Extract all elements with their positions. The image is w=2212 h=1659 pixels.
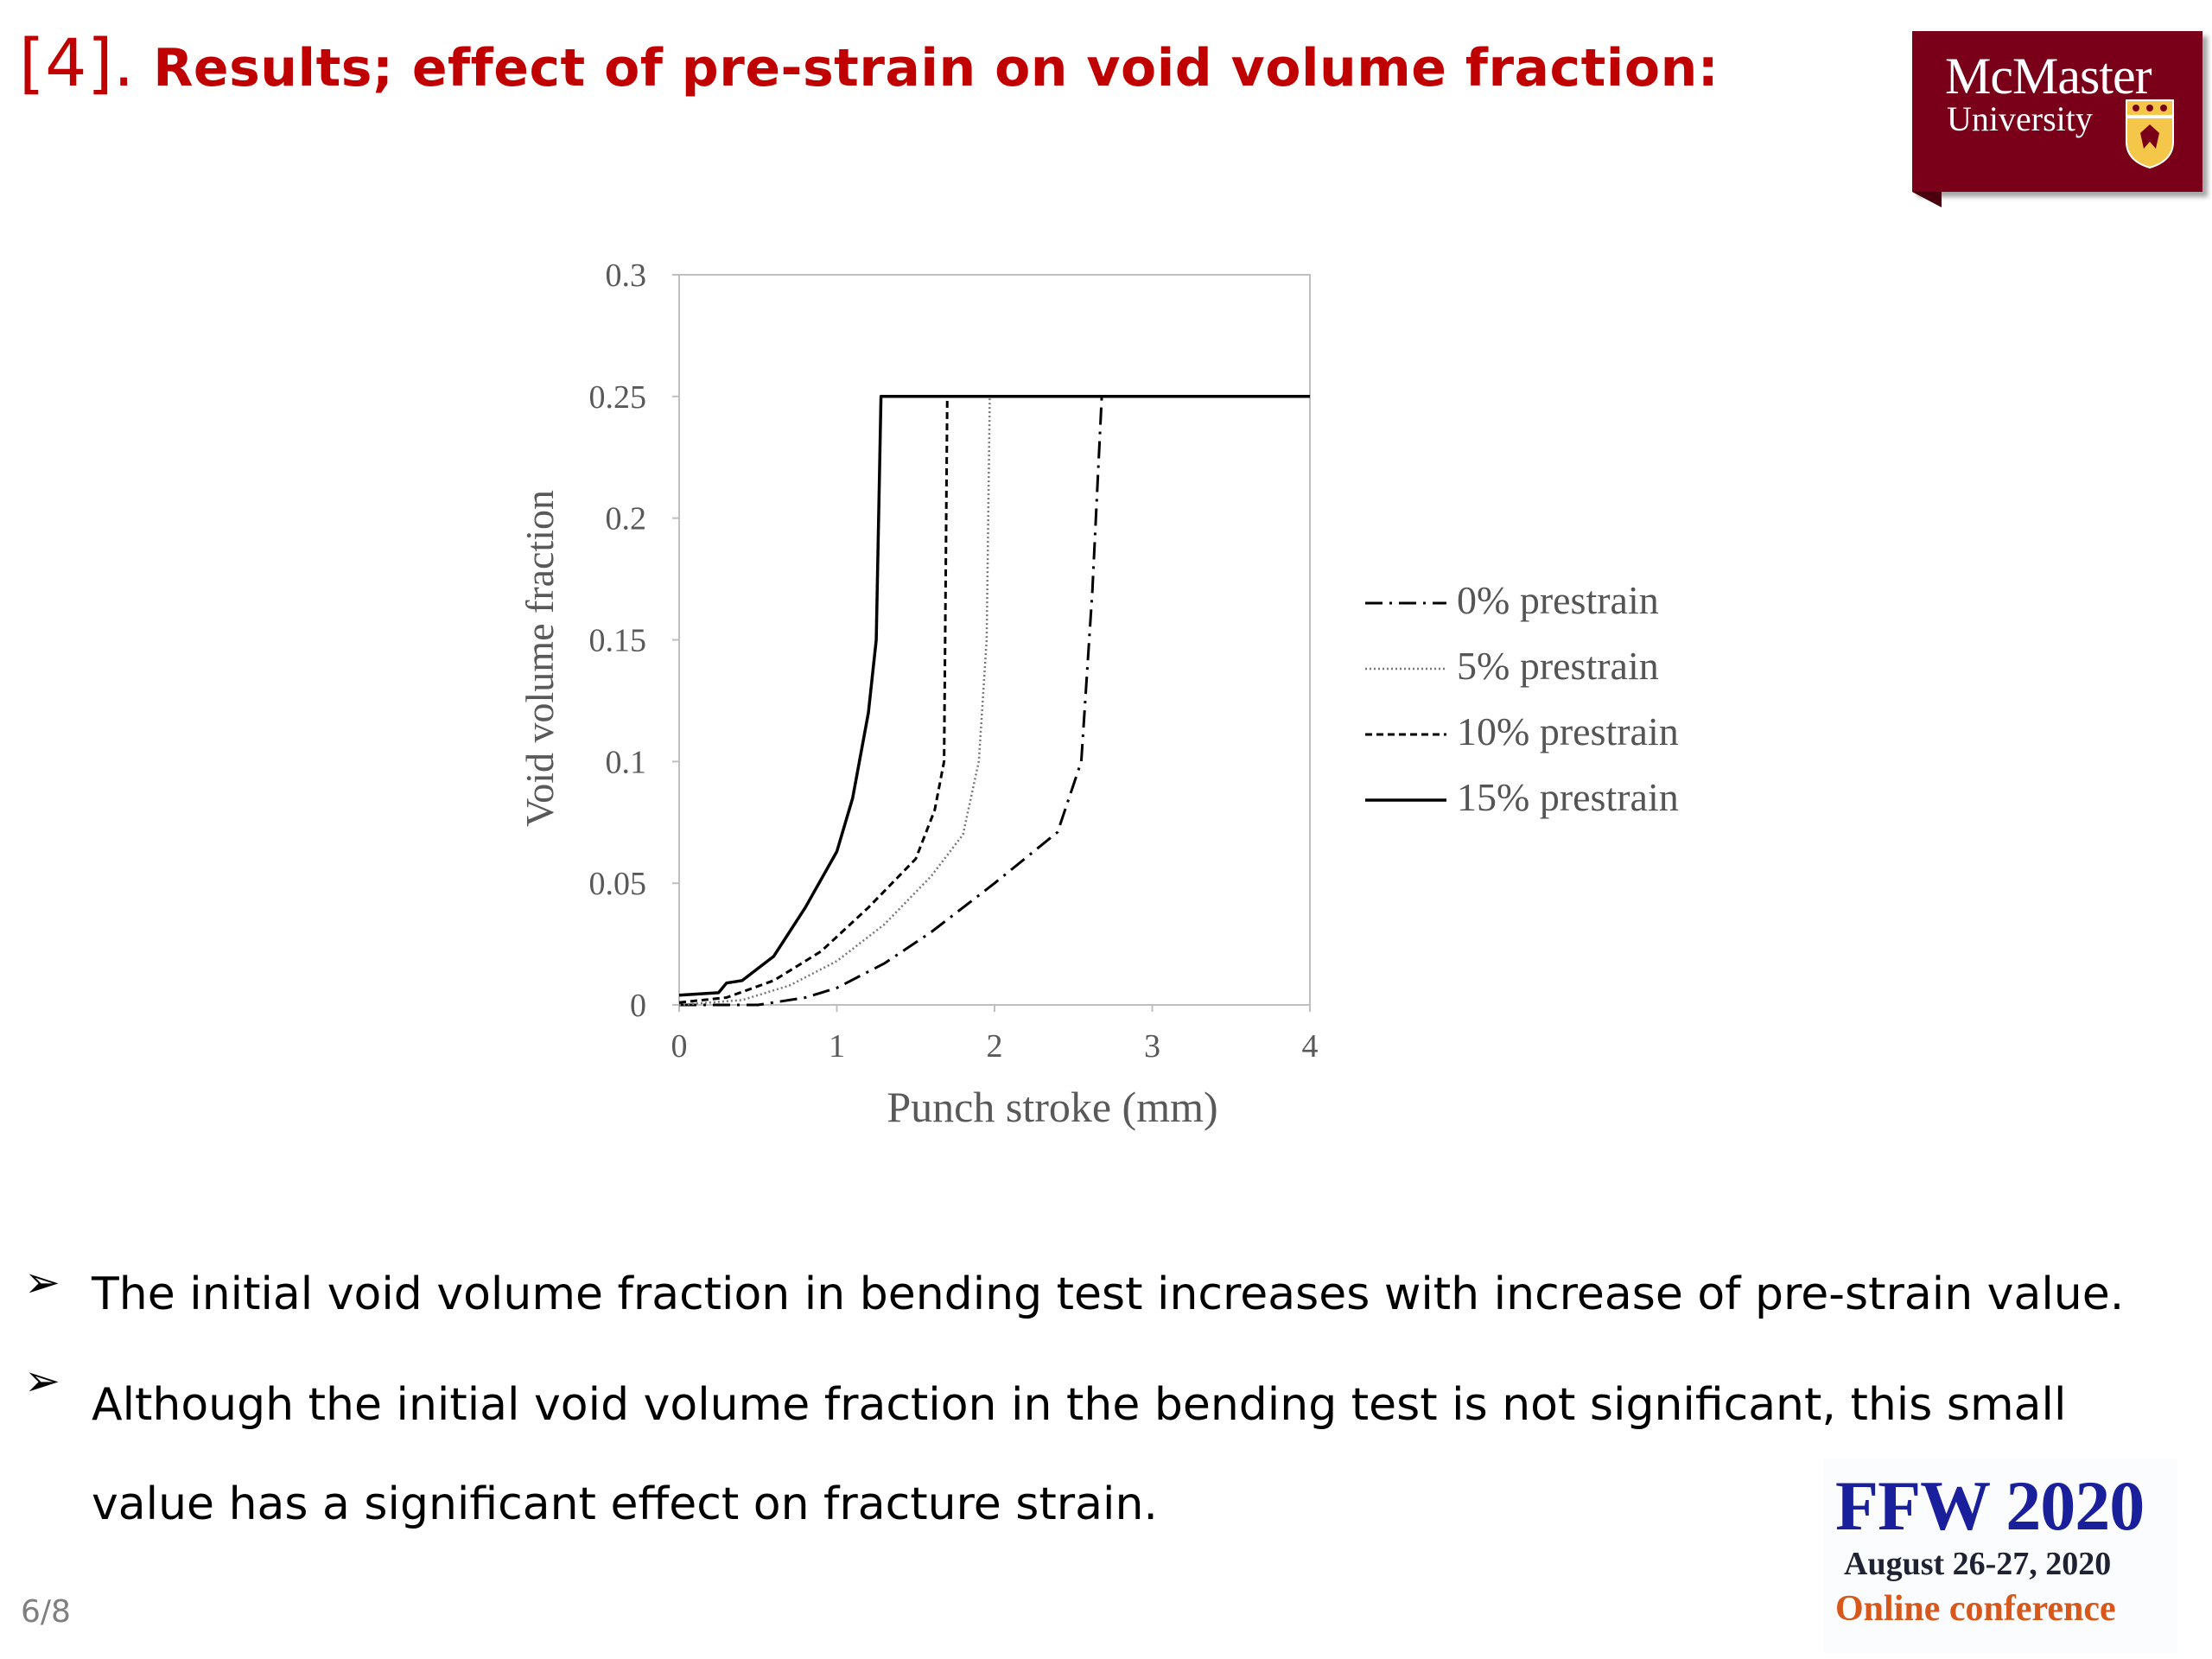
y-tick-label: 0.15 bbox=[589, 623, 647, 659]
bullet-text: Although the initial void volume fractio… bbox=[92, 1379, 2067, 1530]
logo-line1: McMaster bbox=[1945, 48, 2152, 105]
y-tick-label: 0.05 bbox=[589, 866, 647, 902]
mcmaster-logo: McMaster University bbox=[1912, 31, 2202, 207]
crest-icon bbox=[2126, 99, 2174, 169]
bullet-text: The initial void volume fraction in bend… bbox=[92, 1268, 2125, 1320]
logo-line2: University bbox=[1947, 99, 2093, 138]
bullet-item: ➢ Although the initial void volume fract… bbox=[24, 1356, 2183, 1554]
slide-title-text: Results; effect of pre-strain on void vo… bbox=[134, 38, 1719, 99]
bullet-item: ➢ The initial void volume fraction in be… bbox=[24, 1257, 2183, 1332]
x-tick-label: 1 bbox=[829, 1028, 845, 1065]
series-line-5-prestrain bbox=[678, 395, 1310, 1007]
bullet-arrow-icon: ➢ bbox=[24, 1257, 60, 1307]
legend-swatch-dashed-icon bbox=[1365, 733, 1446, 736]
plot-frame bbox=[678, 274, 1311, 1006]
y-axis-label: Void volume fraction bbox=[518, 490, 562, 827]
y-tick-label: 0.1 bbox=[606, 744, 647, 780]
legend-swatch-dotted-icon bbox=[1365, 667, 1446, 671]
series-line-15-prestrain bbox=[678, 395, 1310, 997]
legend-label: 10% prestrain bbox=[1457, 709, 1679, 753]
page-number: 6/8 bbox=[21, 1594, 71, 1630]
slide-title: [4]. Results; effect of pre-strain on vo… bbox=[19, 24, 1719, 101]
y-tick-label: 0.2 bbox=[606, 501, 647, 537]
x-tick-label: 3 bbox=[1144, 1028, 1160, 1065]
bullet-arrow-icon: ➢ bbox=[24, 1356, 60, 1406]
x-tick-label: 2 bbox=[987, 1028, 1003, 1065]
x-tick-label: 0 bbox=[671, 1028, 688, 1065]
legend-label: 0% prestrain bbox=[1457, 578, 1659, 622]
series-line-10-prestrain bbox=[678, 395, 1310, 1004]
slide-title-number: [4]. bbox=[19, 24, 135, 101]
legend-label: 15% prestrain bbox=[1457, 775, 1679, 819]
legend-label: 5% prestrain bbox=[1457, 644, 1659, 688]
x-axis-label: Punch stroke (mm) bbox=[887, 1083, 1217, 1131]
conference-badge: FFW 2020 August 26-27, 2020 Online confe… bbox=[1823, 1459, 2177, 1653]
legend-swatch-dashdot-icon bbox=[1365, 601, 1446, 605]
conference-name: FFW 2020 bbox=[1835, 1466, 2145, 1545]
y-tick-label: 0.25 bbox=[589, 379, 647, 416]
y-tick-label: 0.3 bbox=[606, 257, 647, 294]
bullet-list: ➢ The initial void volume fraction in be… bbox=[24, 1257, 2183, 1554]
series-line-0-prestrain bbox=[679, 395, 1310, 1007]
x-tick-label: 4 bbox=[1302, 1028, 1319, 1065]
logo-ribbon-fold bbox=[1912, 192, 1942, 207]
y-tick-label: 0 bbox=[630, 988, 646, 1024]
conference-dates: August 26-27, 2020 bbox=[1844, 1546, 2112, 1582]
legend-swatch-solid-icon bbox=[1365, 798, 1446, 802]
conference-format: Online conference bbox=[1835, 1589, 2116, 1629]
